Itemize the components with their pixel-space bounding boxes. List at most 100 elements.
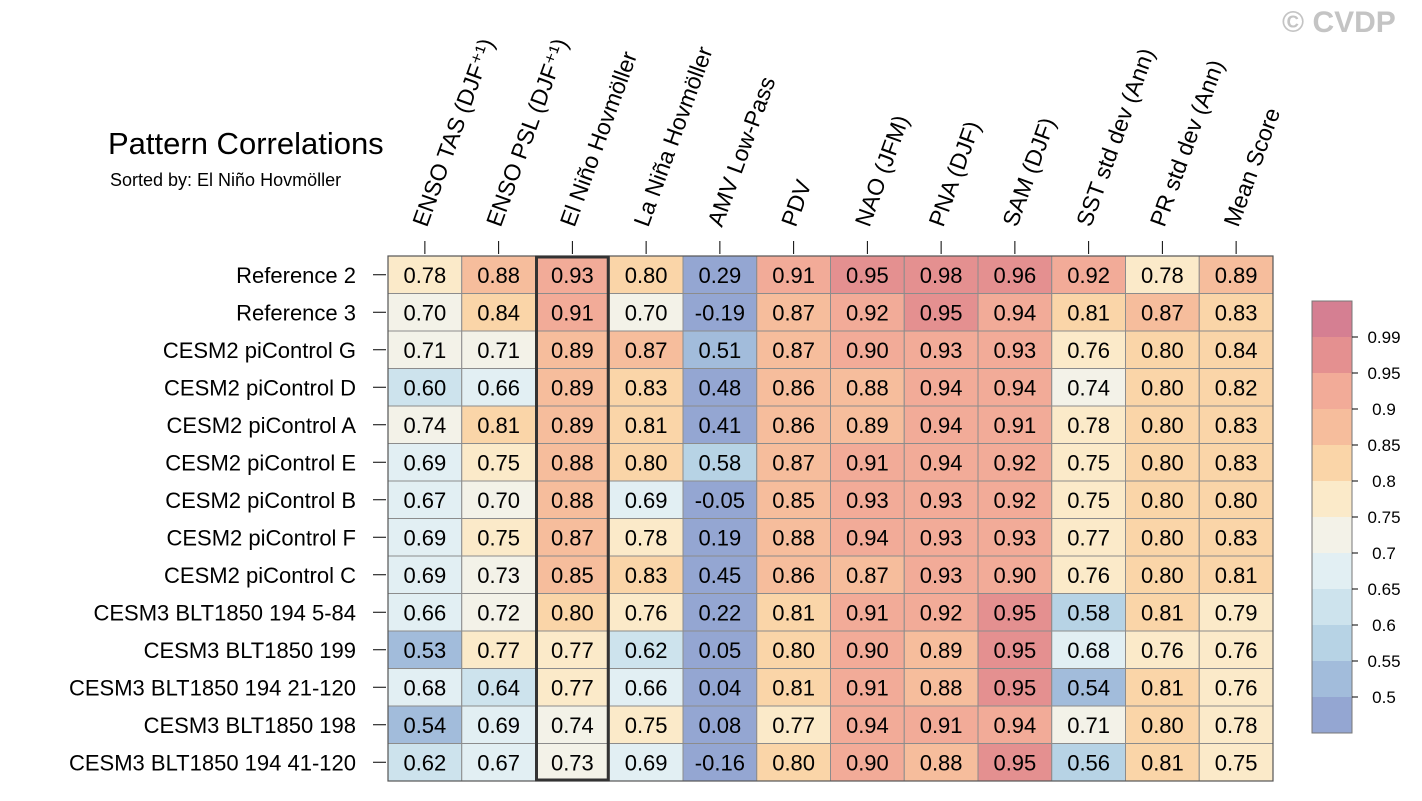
cell-value-label: 0.80 xyxy=(1141,525,1184,550)
cell-value-label: 0.95 xyxy=(993,675,1036,700)
cell-value-label: 0.91 xyxy=(920,713,963,738)
column-label: PR std dev (Ann) xyxy=(1145,56,1229,229)
cell-value-label: 0.72 xyxy=(477,600,520,625)
cell-value-label: -0.16 xyxy=(695,750,745,775)
cell-value-label: 0.71 xyxy=(477,338,520,363)
cell-value-label: 0.88 xyxy=(846,375,889,400)
cell-value-label: 0.95 xyxy=(846,263,889,288)
column-label: PDV xyxy=(776,176,817,230)
cell-value-label: 0.70 xyxy=(477,488,520,513)
heatmap-cell xyxy=(830,630,905,669)
cell-value-label: 0.80 xyxy=(551,600,594,625)
colorbar-segment xyxy=(1312,373,1352,409)
colorbar-label: 0.5 xyxy=(1372,688,1396,707)
cell-value-label: 0.74 xyxy=(1067,375,1110,400)
column-label: ENSO PSL (DJF⁺¹) xyxy=(481,35,573,230)
heatmap-cell xyxy=(1125,255,1200,294)
cell-value-label: 0.94 xyxy=(993,375,1036,400)
heatmap-cell xyxy=(461,443,536,482)
cell-value-label: 0.66 xyxy=(403,600,446,625)
heatmap-cell xyxy=(830,705,905,744)
heatmap-cell xyxy=(830,743,905,782)
heatmap-cell xyxy=(608,443,684,482)
column-label: El Niño Hovmöller xyxy=(555,48,642,230)
cell-value-label: 0.75 xyxy=(1215,750,1258,775)
cell-value-label: 0.56 xyxy=(1067,750,1110,775)
heatmap-cell xyxy=(903,593,979,632)
cell-value-label: 0.81 xyxy=(1215,563,1258,588)
colorbar-label: 0.9 xyxy=(1372,400,1396,419)
heatmap-cell xyxy=(1198,405,1274,444)
heatmap-cell xyxy=(535,705,610,744)
colorbar-label: 0.8 xyxy=(1372,472,1396,491)
heatmap-cell xyxy=(977,630,1053,669)
cell-value-label: 0.89 xyxy=(551,375,594,400)
cell-value-label: 0.87 xyxy=(625,338,668,363)
cell-value-label: 0.95 xyxy=(920,300,963,325)
heatmap-cell xyxy=(903,555,979,594)
chart-subtitle: Sorted by: El Niño Hovmöller xyxy=(110,170,342,190)
heatmap-cell xyxy=(682,405,758,444)
cell-value-label: 0.80 xyxy=(1141,450,1184,475)
heatmap-cell xyxy=(682,480,758,519)
heatmap-cell xyxy=(1051,593,1126,632)
row-label: CESM3 BLT1850 194 21-120 xyxy=(69,675,356,700)
heatmap-cell xyxy=(756,518,831,557)
cell-value-label: 0.77 xyxy=(477,638,520,663)
cell-value-label: 0.73 xyxy=(477,563,520,588)
cell-value-label: 0.79 xyxy=(1215,600,1258,625)
cell-value-label: 0.83 xyxy=(1215,525,1258,550)
cell-value-label: 0.89 xyxy=(551,338,594,363)
cell-value-label: 0.80 xyxy=(1141,563,1184,588)
heatmap-cell xyxy=(977,293,1053,332)
heatmap-cell xyxy=(535,593,610,632)
cell-value-label: 0.89 xyxy=(846,413,889,438)
colorbar-segment xyxy=(1312,517,1352,553)
heatmap-cell xyxy=(1198,630,1274,669)
colorbar-segment xyxy=(1312,697,1352,733)
heatmap-cell xyxy=(903,743,979,782)
cell-value-label: 0.80 xyxy=(1141,713,1184,738)
heatmap-cell xyxy=(608,555,684,594)
heatmap-cell xyxy=(682,368,758,407)
cell-value-label: 0.80 xyxy=(1141,488,1184,513)
cell-value-label: 0.76 xyxy=(625,600,668,625)
column-label: La Niña Hovmöller xyxy=(628,43,717,230)
cell-value-label: 0.54 xyxy=(1067,675,1110,700)
heatmap-cell xyxy=(1125,705,1200,744)
colorbar-segment xyxy=(1312,481,1352,517)
heatmap-cell xyxy=(608,593,684,632)
cell-value-label: 0.08 xyxy=(698,713,741,738)
colorbar-label: 0.95 xyxy=(1367,364,1400,383)
cell-value-label: 0.84 xyxy=(1215,338,1258,363)
cell-value-label: 0.76 xyxy=(1215,638,1258,663)
heatmap-cell xyxy=(756,555,831,594)
heatmap-cell xyxy=(461,630,536,669)
cell-value-label: 0.87 xyxy=(551,525,594,550)
colorbar-label: 0.55 xyxy=(1367,652,1400,671)
cell-value-label: 0.94 xyxy=(920,375,963,400)
cell-value-label: 0.89 xyxy=(920,638,963,663)
column-label: AMV Low-Pass xyxy=(702,73,780,230)
column-label: NAO (JFM) xyxy=(850,112,914,230)
colorbar-label: 0.65 xyxy=(1367,580,1400,599)
cell-value-label: 0.85 xyxy=(772,488,815,513)
cell-value-label: 0.77 xyxy=(551,675,594,700)
row-label: CESM2 piControl G xyxy=(163,338,356,363)
row-label: CESM2 piControl D xyxy=(164,375,356,400)
heatmap-cell xyxy=(461,255,536,294)
highlighted-column-box xyxy=(535,255,610,782)
heatmap-cell xyxy=(1125,293,1200,332)
colorbar-segment xyxy=(1312,337,1352,373)
cell-value-label: 0.87 xyxy=(772,300,815,325)
cell-value-label: 0.71 xyxy=(403,338,446,363)
column-label: SAM (DJF) xyxy=(997,114,1060,230)
heatmap-cell xyxy=(977,593,1053,632)
cell-value-label: 0.69 xyxy=(403,450,446,475)
cell-value-label: 0.90 xyxy=(993,563,1036,588)
cell-value-label: 0.80 xyxy=(1141,375,1184,400)
cell-value-label: 0.67 xyxy=(477,750,520,775)
heatmap-cell xyxy=(1198,555,1274,594)
cell-value-label: 0.66 xyxy=(625,675,668,700)
